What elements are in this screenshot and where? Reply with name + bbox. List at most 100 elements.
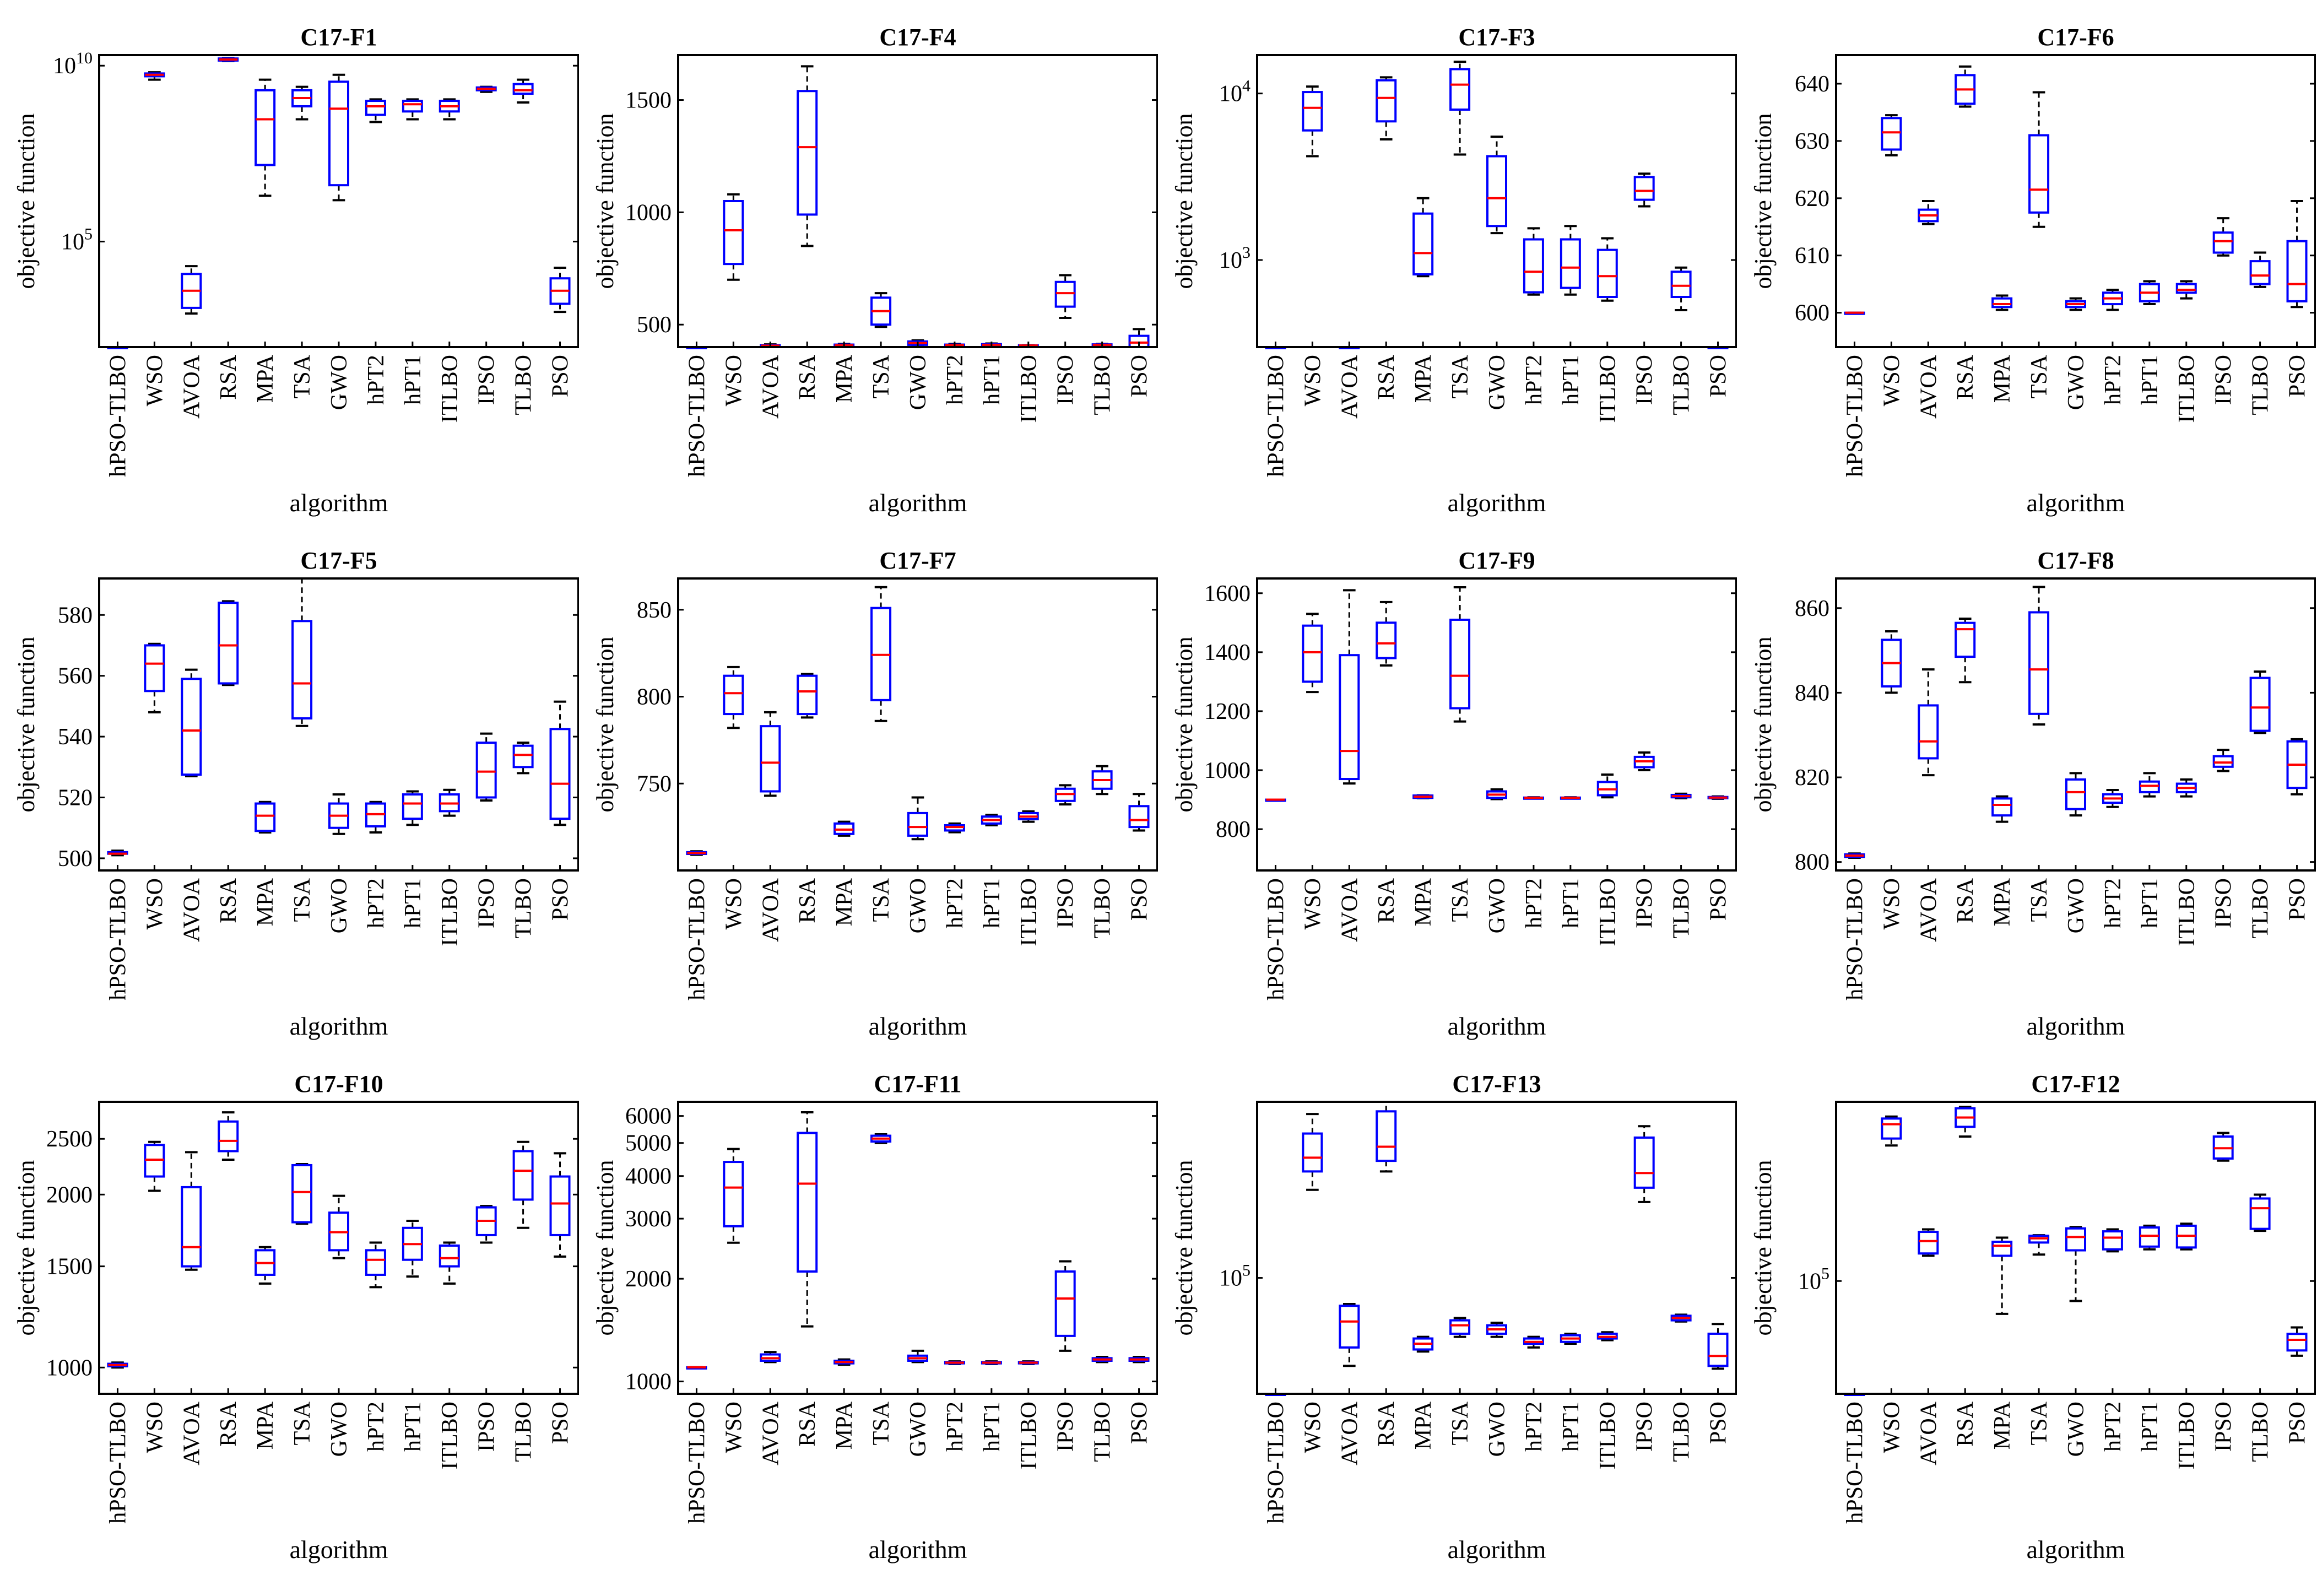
- y-tick-label: 800: [637, 685, 672, 710]
- box-hpt2: [1523, 1335, 1544, 1349]
- x-tick-label: hPT1: [979, 1402, 1005, 1452]
- y-axis-label: objective function: [592, 637, 619, 813]
- x-tick-label: ITLBO: [1595, 355, 1621, 423]
- x-tick-label: PSO: [1127, 355, 1152, 397]
- x-tick-label: WSO: [1879, 355, 1904, 406]
- box-avoa: [181, 265, 202, 315]
- x-tick-label: AVOA: [179, 878, 204, 942]
- box-pso: [1128, 1356, 1150, 1364]
- box-tlbo: [1091, 1356, 1113, 1364]
- y-tick-label: 820: [1795, 765, 1829, 791]
- box-pso: [1128, 793, 1150, 832]
- box-wso: [1881, 630, 1902, 694]
- y-axis-label: objective function: [13, 637, 40, 813]
- x-tick-label: hPT2: [364, 355, 389, 405]
- x-tick-label: TLBO: [2248, 355, 2273, 415]
- iqr-box: [291, 1164, 313, 1224]
- x-tick-label: PSO: [1706, 1402, 1731, 1444]
- x-tick-label: GWO: [1485, 1402, 1510, 1457]
- x-axis-label: algorithm: [2027, 1535, 2125, 1563]
- x-tick-label: MPA: [1990, 1401, 2015, 1449]
- axes-frame: [1256, 54, 1737, 348]
- iqr-box: [2175, 283, 2197, 294]
- iqr-box: [1339, 654, 1360, 781]
- box-hpt1: [981, 1360, 1002, 1365]
- iqr-box: [512, 83, 534, 95]
- box-avoa: [1918, 1228, 1939, 1257]
- chart-title: C17-F10: [294, 1070, 383, 1097]
- box-tsa: [291, 1162, 313, 1225]
- iqr-box: [1881, 1117, 1902, 1140]
- box-mpa: [833, 820, 855, 837]
- y-tick-label: 1500: [46, 1254, 93, 1280]
- box-tsa: [1449, 1317, 1471, 1338]
- iqr-box: [1449, 618, 1471, 710]
- y-tick-label: 6000: [625, 1104, 672, 1129]
- box-hpt2: [365, 800, 386, 834]
- iqr-box: [1881, 117, 1902, 151]
- x-tick-label: WSO: [1300, 1402, 1325, 1453]
- box-hpt2: [365, 98, 386, 123]
- box-tlbo: [2249, 251, 2271, 288]
- box-avoa: [1918, 668, 1939, 777]
- iqr-box: [1302, 624, 1323, 683]
- iqr-box: [1376, 1110, 1397, 1162]
- box-pso: [549, 1152, 571, 1258]
- iqr-box: [1707, 1332, 1729, 1367]
- iqr-box: [1991, 1241, 2013, 1257]
- iqr-box: [1486, 155, 1507, 228]
- axes-frame: [1256, 577, 1737, 872]
- box-gwo: [1486, 136, 1507, 235]
- box-tlbo: [2249, 670, 2271, 734]
- iqr-box: [1596, 248, 1618, 299]
- box-tlbo: [1670, 266, 1692, 311]
- boxplot-c17-f11: C17-F11 objective function algorithm 1000 20…: [592, 1070, 1158, 1563]
- iqr-box: [797, 90, 818, 216]
- x-tick-label: RSA: [1374, 1401, 1399, 1446]
- box-rsa: [1955, 65, 1976, 108]
- x-axis-label: algorithm: [290, 489, 388, 517]
- box-ipso: [1633, 1125, 1655, 1203]
- boxplot-c17-f9: C17-F9 objective function algorithm 800 1000…: [1171, 547, 1737, 1040]
- box-rsa: [797, 673, 818, 719]
- iqr-box: [2028, 611, 2050, 715]
- iqr-box: [1991, 297, 2013, 309]
- y-tick-label: 1000: [625, 200, 672, 225]
- x-tick-label: hPT2: [943, 878, 968, 928]
- chart-title: C17-F9: [1458, 547, 1535, 574]
- y-tick-label: 1000: [46, 1355, 93, 1381]
- x-tick-label: TSA: [869, 354, 894, 398]
- iqr-box: [218, 602, 239, 685]
- x-tick-label: IPSO: [2211, 1402, 2237, 1452]
- box-rsa: [218, 600, 239, 686]
- y-tick-label: 500: [637, 312, 672, 338]
- box-ipso: [475, 85, 497, 93]
- chart-title: C17-F4: [879, 24, 956, 51]
- x-tick-label: hPSO-TLBO: [684, 355, 710, 477]
- y-axis-label: objective function: [1171, 637, 1198, 813]
- x-tick-label: ITLBO: [437, 878, 463, 946]
- iqr-box: [181, 1186, 202, 1268]
- y-axis-label: objective function: [1750, 113, 1777, 289]
- x-tick-label: WSO: [1879, 878, 1904, 929]
- axes-frame: [1835, 1101, 2316, 1395]
- y-tick-label: 500: [58, 846, 93, 872]
- y-tick-label: 630: [1795, 129, 1829, 154]
- x-tick-label: ITLBO: [2174, 878, 2200, 946]
- box-mpa: [255, 1246, 276, 1285]
- y-tick-label: 1010: [53, 49, 93, 79]
- x-axis-label: algorithm: [1448, 489, 1546, 517]
- x-tick-label: TLBO: [1669, 1402, 1695, 1462]
- box-wso: [723, 1148, 744, 1244]
- iqr-box: [1560, 238, 1581, 289]
- x-tick-label: AVOA: [179, 1401, 204, 1465]
- x-tick-label: TLBO: [1090, 355, 1116, 415]
- box-tsa: [1449, 586, 1471, 723]
- box-pso: [2286, 738, 2308, 796]
- x-tick-label: hPT2: [2101, 355, 2126, 405]
- box-tsa: [2028, 91, 2050, 228]
- x-tick-label: hPSO-TLBO: [105, 355, 131, 477]
- iqr-box: [1523, 238, 1544, 294]
- box-gwo: [328, 1194, 349, 1259]
- box-gwo: [907, 796, 928, 841]
